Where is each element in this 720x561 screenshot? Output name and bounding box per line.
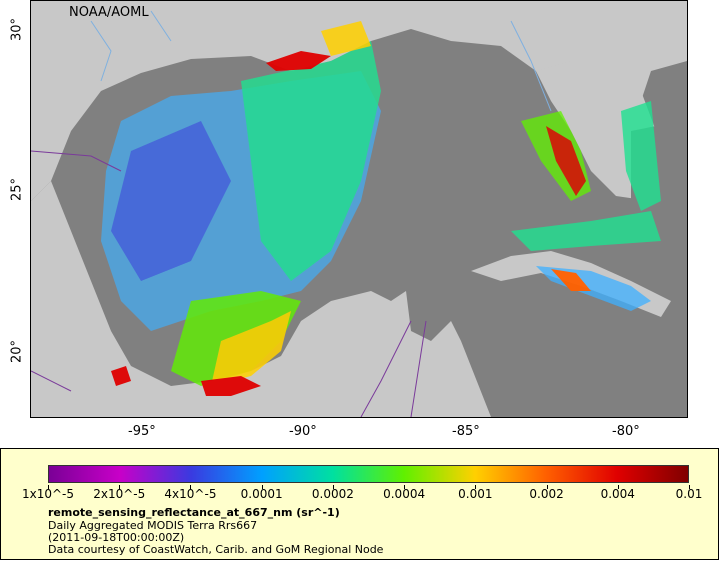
colorbar-tick-label: 0.01 <box>675 487 703 501</box>
colorbar-tick <box>190 485 192 489</box>
variable-title: remote_sensing_reflectance_at_667_nm (sr… <box>48 506 340 519</box>
colorbar-tick-label: 0.0001 <box>240 487 283 501</box>
colorbar-tick <box>261 485 263 489</box>
time-stamp: (2011-09-18T00:00:00Z) <box>48 531 185 544</box>
colorbar-tick-label: 2x10^-5 <box>93 487 146 501</box>
x-tick-90: -90° <box>289 424 317 439</box>
mexico-land <box>31 181 491 417</box>
x-tick-95: -95° <box>128 424 156 439</box>
colorbar-tick-label: 0.001 <box>458 487 493 501</box>
map-panel: NOAA/AOML <box>30 0 688 418</box>
y-tick-25: 25° <box>9 177 25 202</box>
colorbar-tick-label: 4x10^-5 <box>164 487 217 501</box>
colorbar-tick <box>48 485 49 489</box>
colorbar-tick-label: 0.0002 <box>311 487 354 501</box>
borders <box>31 150 427 417</box>
colorbar-tick <box>546 485 548 489</box>
colorbar-tick-label: 1x10^-5 <box>21 487 75 501</box>
reflectance-map <box>31 1 687 417</box>
dataset-name: Daily Aggregated MODIS Terra Rrs667 <box>48 519 258 532</box>
x-tick-85: -85° <box>452 424 480 439</box>
colorbar-tick <box>404 485 406 489</box>
colorbar-tick <box>689 485 690 489</box>
north-america-land <box>31 1 687 201</box>
y-tick-30: 30° <box>9 17 25 42</box>
colorbar <box>48 465 689 483</box>
y-tick-20: 20° <box>9 339 25 364</box>
x-tick-80: -80° <box>612 424 640 439</box>
colorbar-tick-label: 0.004 <box>600 487 635 501</box>
colorbar-tick-label: 0.002 <box>529 487 564 501</box>
map-credit: NOAA/AOML <box>69 5 149 20</box>
legend-panel: 1x10^-5 2x10^-5 4x10^-5 0.0001 0.0002 0.0004 0… <box>0 448 719 560</box>
colorbar-tick <box>475 485 477 489</box>
colorbar-tick <box>617 485 619 489</box>
colorbar-tick <box>332 485 334 489</box>
data-courtesy: Data courtesy of CoastWatch, Carib. and … <box>48 543 384 556</box>
reflectance-data <box>101 21 661 396</box>
colorbar-tick <box>119 485 121 489</box>
rivers <box>90 10 552 112</box>
colorbar-tick-label: 0.0004 <box>383 487 426 501</box>
